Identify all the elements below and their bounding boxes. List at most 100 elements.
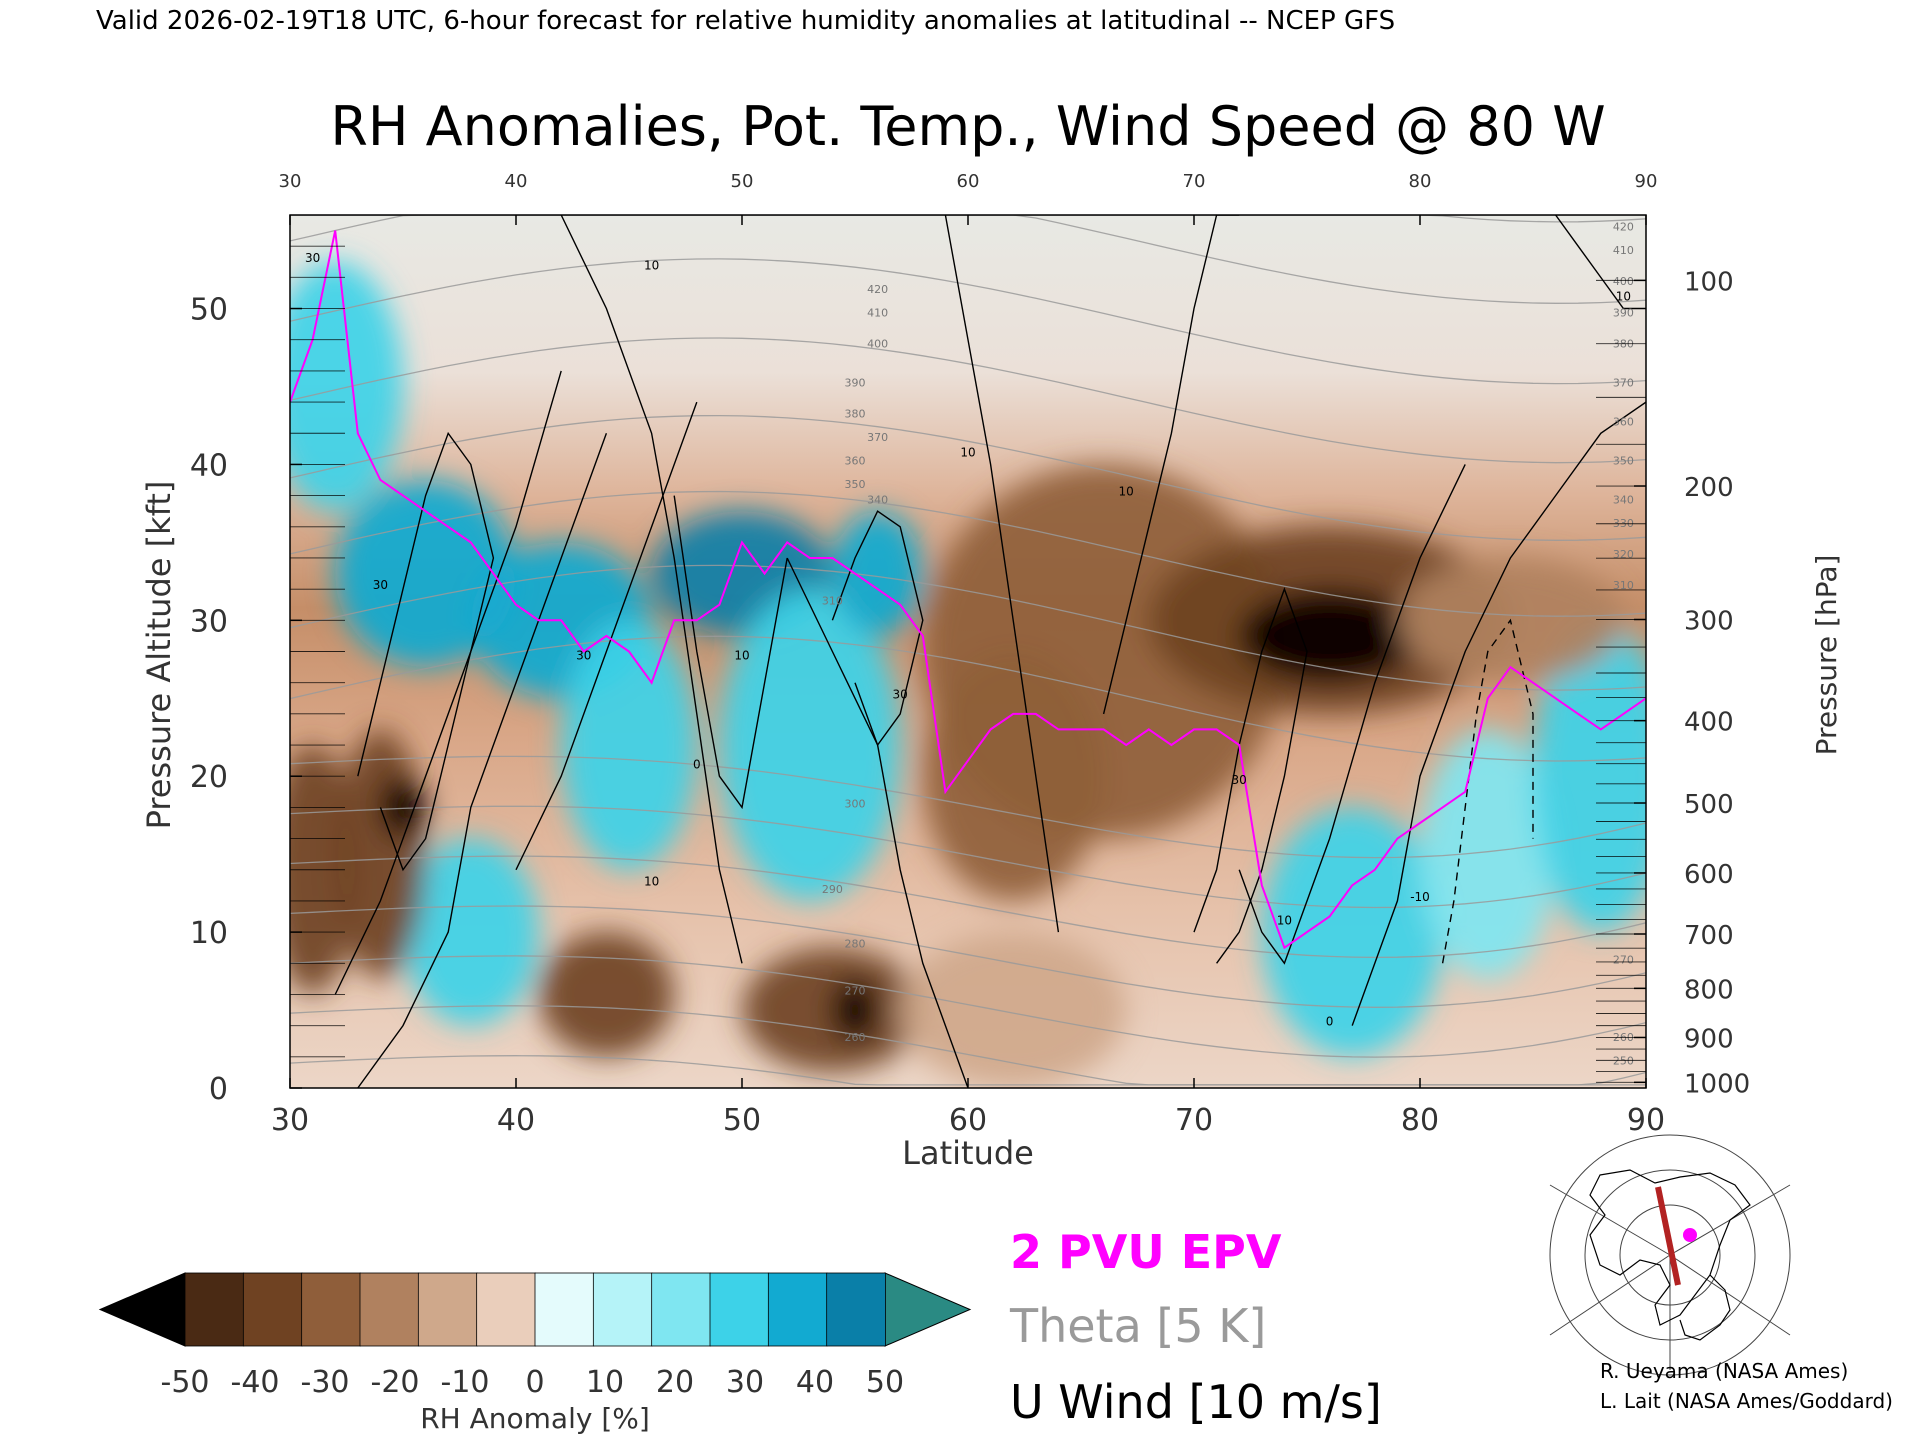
pressure-tick-label: 700 — [1684, 921, 1734, 951]
theta-contour — [290, 564, 1646, 691]
theta-contour — [290, 955, 1646, 1058]
pressure-tick-label: 600 — [1684, 860, 1734, 890]
y2-axis-label: Pressure [hPa] — [1810, 555, 1843, 756]
rh-blob — [922, 651, 1104, 901]
theta-contour-label: 310 — [822, 595, 843, 608]
wind-contour-label: 10 — [1119, 485, 1134, 499]
y-axis-label: Pressure Altitude [kft] — [140, 481, 178, 830]
theta-contour-label: 420 — [1613, 221, 1634, 234]
theta-contour — [290, 490, 1646, 617]
y-tick-label: 30 — [190, 604, 228, 639]
colorbar-tick-label: 30 — [726, 1365, 764, 1400]
valid-line: Valid 2026-02-19T18 UTC, 6-hour forecast… — [96, 6, 1395, 36]
theta-contour-label: 380 — [845, 408, 866, 421]
colorbar-segment — [534, 1272, 595, 1347]
u-wind-contour — [1238, 464, 1466, 965]
x-tick-top-label: 90 — [1635, 171, 1658, 192]
wind-contour-label: 10 — [1616, 290, 1631, 304]
theta-contour-label: 340 — [1613, 493, 1634, 506]
u-wind-contour — [1441, 618, 1534, 964]
colorbar-over-arrow — [884, 1272, 972, 1347]
theta-contour-label: 310 — [1613, 579, 1634, 592]
colorbar-tick-label: -30 — [301, 1365, 350, 1400]
rh-anomaly-field — [290, 261, 1646, 1088]
pressure-tick-label: 500 — [1684, 790, 1734, 820]
colorbar-segment — [826, 1272, 886, 1347]
wind-contour-label: 0 — [1326, 1015, 1334, 1029]
inline-contour-labels: 4204104003903803703603503403103002902802… — [305, 221, 1634, 1068]
pressure-tick-label: 400 — [1684, 708, 1734, 738]
u-wind-contour — [515, 401, 698, 871]
colorbar-segment — [359, 1272, 420, 1347]
theta-contour-label: 410 — [867, 306, 888, 319]
rh-blob — [1261, 807, 1443, 1057]
map-coastlines — [1589, 1169, 1751, 1326]
u-wind-contours — [334, 215, 1646, 1088]
theta-contour-label: 300 — [845, 797, 866, 810]
y-tick-label: 0 — [209, 1072, 228, 1107]
epv-2pvu-line — [290, 230, 1646, 950]
theta-contour-label: 350 — [845, 478, 866, 491]
colorbar-segment — [417, 1272, 478, 1347]
y-tick-label: 10 — [190, 916, 228, 951]
u-wind-contour — [357, 433, 608, 1088]
inset-map — [1549, 1134, 1791, 1376]
x-tick-top-label: 80 — [1409, 171, 1432, 192]
u-wind-contour — [1102, 215, 1240, 715]
y-tick-label: 40 — [190, 448, 228, 483]
theta-contour-label: 250 — [1613, 1055, 1634, 1068]
plot-area: 4204104003903803703603503403103002902802… — [190, 171, 1750, 1138]
colorbar-tick-label: -40 — [231, 1365, 280, 1400]
theta-contour — [290, 635, 1646, 762]
theta-contour — [290, 805, 1646, 909]
pressure-tick-label: 800 — [1684, 975, 1734, 1005]
theta-contour — [290, 905, 1646, 1008]
wind-contour-label: -10 — [1410, 890, 1430, 904]
x-tick-label: 50 — [723, 1103, 761, 1138]
theta-contour-label: 360 — [1613, 415, 1634, 428]
y-axis-right-pressure: 100 200 300 400 500 600 700 800 900 1000 — [1596, 267, 1750, 1099]
location-marker — [1683, 1228, 1697, 1242]
rh-blob — [380, 776, 426, 839]
x-tick-label: 80 — [1401, 1103, 1439, 1138]
wind-contour-label: 10 — [1277, 913, 1292, 927]
rh-blob — [538, 932, 675, 1057]
legend-theta: Theta [5 K] — [1009, 1299, 1266, 1353]
colorbar-segment — [767, 1272, 828, 1347]
wind-contour-label: 10 — [960, 446, 975, 460]
wind-contour-label: 30 — [1232, 773, 1247, 787]
colorbar-segment — [709, 1272, 770, 1347]
x-tick-top-label: 50 — [731, 171, 754, 192]
map-graticule — [1549, 1134, 1791, 1376]
theta-contour-label: 330 — [1613, 517, 1634, 530]
u-wind-contour — [560, 215, 743, 964]
wind-contour-label: 10 — [734, 648, 749, 662]
map-coastlines-2 — [1679, 1274, 1731, 1341]
pressure-tick-label: 200 — [1684, 473, 1734, 503]
cross-section-line — [1655, 1186, 1681, 1286]
rh-blob — [1239, 589, 1420, 683]
credit-line-2: L. Lait (NASA Ames/Goddard) — [1600, 1389, 1893, 1413]
pressure-tick-label: 900 — [1684, 1024, 1734, 1054]
theta-contour-label: 400 — [867, 338, 888, 351]
theta-contour-label: 320 — [1613, 548, 1634, 561]
u-wind-contour — [1351, 401, 1646, 1026]
x-tick-label: 40 — [497, 1103, 535, 1138]
wind-contour-label: 10 — [644, 874, 659, 888]
colorbar-tick-label: 10 — [586, 1365, 624, 1400]
colorbar-segment — [651, 1272, 711, 1347]
colorbar-tick-label: -20 — [371, 1365, 420, 1400]
rh-blob — [1533, 620, 1646, 933]
theta-contour-label: 270 — [845, 984, 866, 997]
wind-contour-label: 10 — [644, 259, 659, 273]
x-tick-label: 90 — [1627, 1103, 1665, 1138]
theta-contour-label: 270 — [1613, 953, 1634, 966]
u-wind-contour — [357, 431, 495, 872]
theta-contour-label: 410 — [1613, 244, 1634, 257]
legend-epv: 2 PVU EPV — [1010, 1225, 1282, 1279]
theta-contour — [290, 258, 1646, 385]
theta-contour — [290, 414, 1646, 541]
theta-contour-label: 370 — [867, 431, 888, 444]
chart-title: RH Anomalies, Pot. Temp., Wind Speed @ 8… — [330, 95, 1605, 158]
